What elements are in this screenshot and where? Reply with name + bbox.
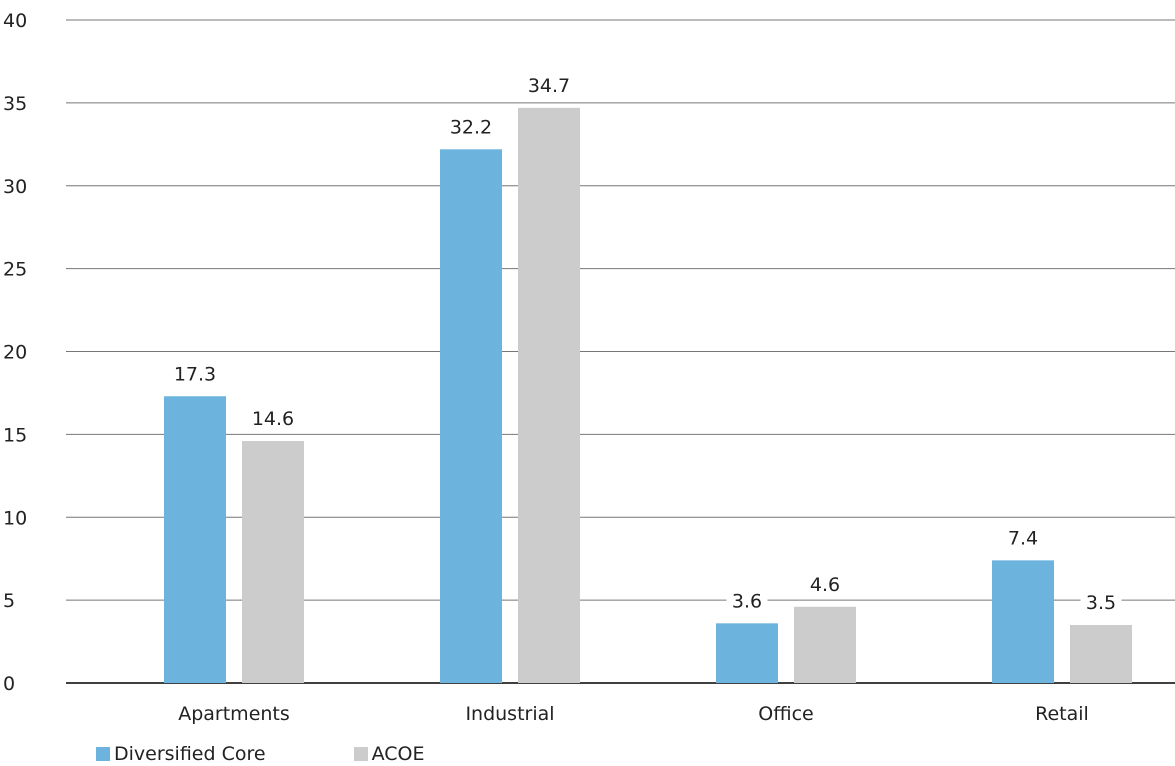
data-label-bg bbox=[247, 405, 299, 432]
data-label-bg bbox=[1080, 588, 1122, 615]
data-label-acoe-industrial: 34.7 bbox=[528, 75, 570, 97]
data-label-acoe-retail: 3.5 bbox=[1086, 592, 1116, 614]
data-label-diversified-core-industrial: 32.2 bbox=[450, 116, 492, 138]
bar-diversified-core-industrial bbox=[440, 149, 502, 683]
y-tick-label: 5 bbox=[3, 590, 15, 612]
category-label-industrial: Industrial bbox=[465, 703, 554, 725]
bars bbox=[164, 107, 1132, 683]
y-tick-label: 20 bbox=[3, 342, 27, 364]
category-label-apartments: Apartments bbox=[178, 703, 290, 725]
bar-acoe-retail bbox=[1070, 624, 1132, 683]
data-label-diversified-core-retail: 7.4 bbox=[1008, 527, 1038, 549]
category-label-retail: Retail bbox=[1035, 703, 1089, 725]
category-label-office: Office bbox=[758, 703, 813, 725]
y-tick-label: 40 bbox=[3, 10, 27, 32]
data-label-bg bbox=[1002, 524, 1044, 551]
y-axis-ticks: 0 5 10 15 20 25 30 35 40 bbox=[3, 10, 27, 695]
bar-diversified-core-office bbox=[716, 623, 778, 683]
y-tick-label: 25 bbox=[3, 259, 27, 281]
legend-item-diversified-core: Diversified Core bbox=[96, 743, 266, 765]
legend-item-acoe: ACOE bbox=[353, 743, 425, 765]
legend-swatch-diversified-core bbox=[96, 747, 110, 761]
data-labels: 17.3 14.6 32.2 34.7 3.6 4.6 7.4 3.5 bbox=[169, 71, 1122, 615]
legend-label-acoe: ACOE bbox=[371, 743, 425, 765]
data-label-bg bbox=[445, 113, 497, 140]
data-label-bg bbox=[523, 71, 575, 98]
legend-label-diversified-core: Diversified Core bbox=[114, 743, 266, 765]
bar-chart: 0 5 10 15 20 25 30 35 40 17.3 14.6 32.2 34.7 3.6 4.6 7… bbox=[3, 10, 1175, 725]
bar-diversified-core-apartments bbox=[164, 396, 226, 683]
y-tick-label: 30 bbox=[3, 176, 27, 198]
data-label-acoe-apartments: 14.6 bbox=[252, 408, 294, 430]
bar-acoe-office bbox=[794, 606, 856, 683]
data-label-diversified-core-office: 3.6 bbox=[732, 590, 762, 612]
data-label-acoe-office: 4.6 bbox=[810, 574, 840, 596]
y-tick-label: 0 bbox=[3, 673, 15, 695]
y-tick-label: 15 bbox=[3, 424, 27, 446]
y-tick-label: 35 bbox=[3, 93, 27, 115]
data-label-bg bbox=[169, 360, 221, 387]
x-axis-categories: Apartments Industrial Office Retail bbox=[178, 703, 1089, 725]
data-label-bg bbox=[804, 570, 846, 597]
data-label-diversified-core-apartments: 17.3 bbox=[174, 363, 216, 385]
legend: Diversified Core ACOE bbox=[96, 743, 512, 765]
y-tick-label: 10 bbox=[3, 507, 27, 529]
data-label-bg bbox=[726, 587, 768, 614]
bar-acoe-apartments bbox=[242, 441, 304, 683]
bar-diversified-core-retail bbox=[992, 560, 1054, 683]
bar-acoe-industrial bbox=[518, 107, 580, 683]
legend-swatch-acoe bbox=[353, 747, 368, 761]
